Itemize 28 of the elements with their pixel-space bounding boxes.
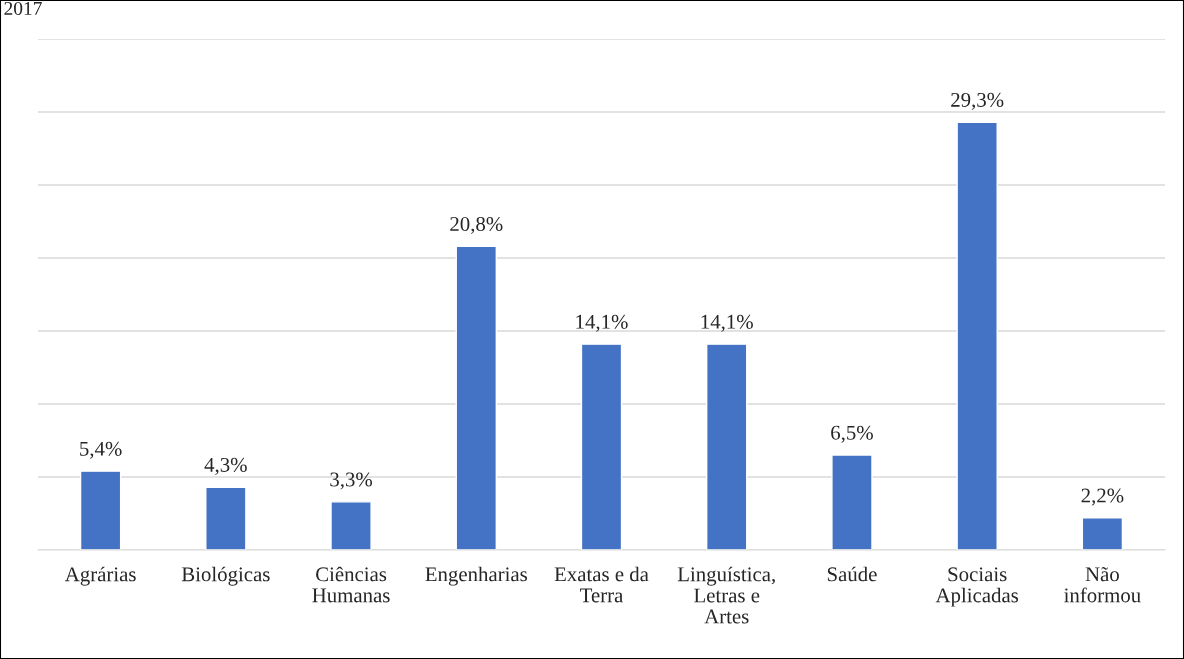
x-tick-label: Sociais Aplicadas — [935, 567, 1019, 607]
data-label: 20,8% — [450, 216, 503, 234]
data-label: 14,1% — [576, 314, 628, 332]
x-tick-label: Ciências Humanas — [312, 566, 390, 603]
bar — [705, 343, 748, 550]
data-label: 3,3% — [330, 472, 373, 490]
bar — [1081, 517, 1124, 550]
x-tick-label: Biológicas — [181, 566, 270, 586]
bar — [831, 454, 873, 550]
bar — [455, 245, 498, 550]
data-label: 2,2% — [1081, 488, 1124, 506]
bar — [330, 501, 372, 550]
data-label: 6,5% — [831, 425, 873, 443]
x-tick-label: Saúde — [827, 566, 877, 582]
bar — [956, 121, 998, 550]
data-label: 29,3% — [951, 92, 1004, 110]
x-tick-label: Engenharias — [425, 566, 528, 586]
x-tick-label: Não informou — [1064, 567, 1141, 603]
data-label: 14,1% — [701, 314, 753, 332]
chart-title: 2017 — [4, 1, 42, 15]
data-label: 4,3% — [204, 457, 247, 475]
bar — [580, 343, 623, 550]
data-label: 5,4% — [80, 441, 122, 459]
bar — [79, 470, 122, 550]
x-tick-label: Exatas e da Terra — [554, 566, 649, 603]
x-tick-label: Linguística, Letras e Artes — [677, 566, 775, 624]
bar — [205, 486, 247, 550]
x-tick-label: Agrárias — [64, 566, 136, 586]
